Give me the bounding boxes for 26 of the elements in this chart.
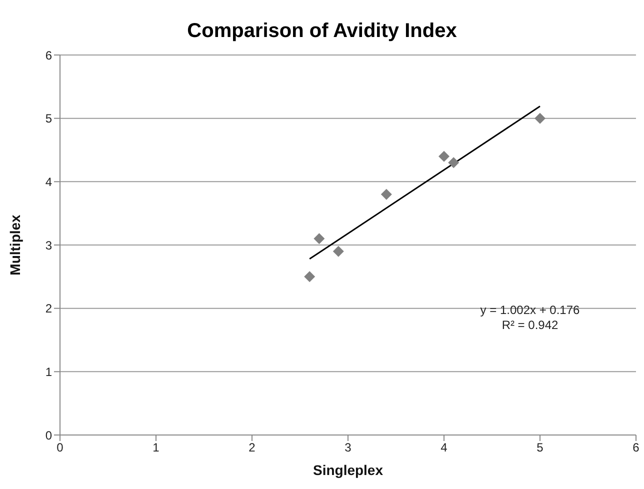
y-tick-label: 6	[45, 48, 52, 62]
x-axis-title: Singleplex	[312, 462, 384, 478]
point	[438, 150, 450, 162]
y-tick-label: 0	[45, 428, 52, 442]
y-tick-label: 3	[45, 238, 52, 252]
point	[314, 233, 325, 244]
x-tick-label: 5	[536, 440, 544, 455]
y-tick-label: 2	[45, 302, 52, 316]
y-tick-label: 4	[45, 174, 52, 189]
point	[304, 271, 316, 282]
y-tick-label: 5	[45, 112, 52, 126]
x-tick-label: 3	[344, 440, 352, 455]
annotation: y = 1.002x + 0.176	[479, 303, 581, 318]
point	[332, 246, 344, 257]
y-axis-title: Multiplex	[6, 214, 23, 276]
chart-title: Comparison of Avidity Index	[186, 20, 458, 44]
y-tick-label: 1	[45, 364, 52, 379]
x-tick-label: 2	[248, 440, 256, 455]
annotation: R² = 0.942	[500, 318, 560, 333]
point	[534, 112, 546, 124]
x-tick-label: 6	[632, 440, 640, 455]
x-tick-label: 1	[152, 440, 160, 455]
point	[448, 157, 460, 168]
x-tick-label: 0	[56, 440, 64, 455]
x-tick-label: 4	[440, 440, 448, 455]
point	[380, 188, 392, 200]
